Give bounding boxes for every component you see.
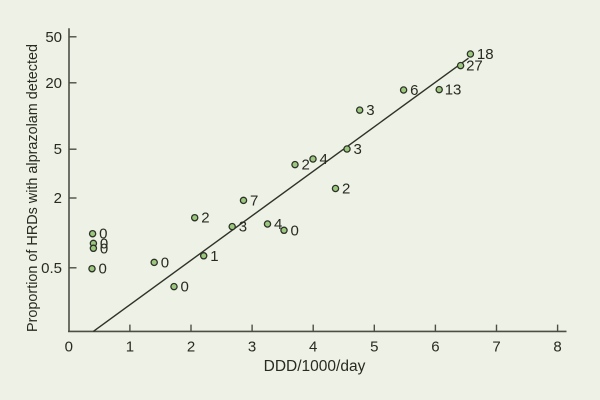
svg-text:2: 2 (201, 210, 209, 227)
svg-text:20: 20 (45, 75, 62, 92)
svg-text:2: 2 (187, 339, 195, 356)
svg-text:7: 7 (492, 339, 500, 356)
svg-text:3: 3 (354, 141, 362, 158)
svg-text:3: 3 (366, 102, 374, 119)
svg-text:0: 0 (100, 235, 108, 252)
svg-text:2: 2 (54, 190, 62, 207)
svg-text:1: 1 (126, 339, 134, 356)
svg-text:6: 6 (431, 339, 439, 356)
svg-text:0: 0 (99, 261, 107, 278)
svg-text:4: 4 (309, 339, 317, 356)
svg-text:0: 0 (65, 339, 73, 356)
svg-text:4: 4 (320, 151, 328, 168)
svg-text:DDD/1000/day: DDD/1000/day (264, 358, 366, 375)
svg-text:0: 0 (181, 279, 189, 296)
svg-text:27: 27 (466, 58, 483, 75)
svg-text:5: 5 (370, 339, 378, 356)
svg-text:13: 13 (445, 82, 462, 99)
svg-text:4: 4 (274, 216, 282, 233)
svg-text:8: 8 (553, 339, 561, 356)
svg-text:2: 2 (302, 157, 310, 174)
svg-text:Proportion of HRDs with alpraz: Proportion of HRDs with alprazolam detec… (25, 44, 41, 332)
svg-text:0.5: 0.5 (41, 260, 62, 277)
svg-text:3: 3 (248, 339, 256, 356)
svg-text:6: 6 (410, 82, 418, 99)
svg-text:3: 3 (239, 219, 247, 236)
svg-text:0: 0 (99, 226, 107, 243)
svg-text:5: 5 (54, 141, 62, 158)
svg-text:0: 0 (291, 222, 299, 239)
svg-text:7: 7 (250, 192, 258, 209)
svg-text:18: 18 (477, 46, 494, 63)
svg-text:50: 50 (45, 29, 62, 46)
svg-text:2: 2 (342, 181, 350, 198)
svg-text:0: 0 (100, 240, 108, 257)
svg-text:1: 1 (210, 248, 218, 265)
svg-text:0: 0 (161, 254, 169, 271)
